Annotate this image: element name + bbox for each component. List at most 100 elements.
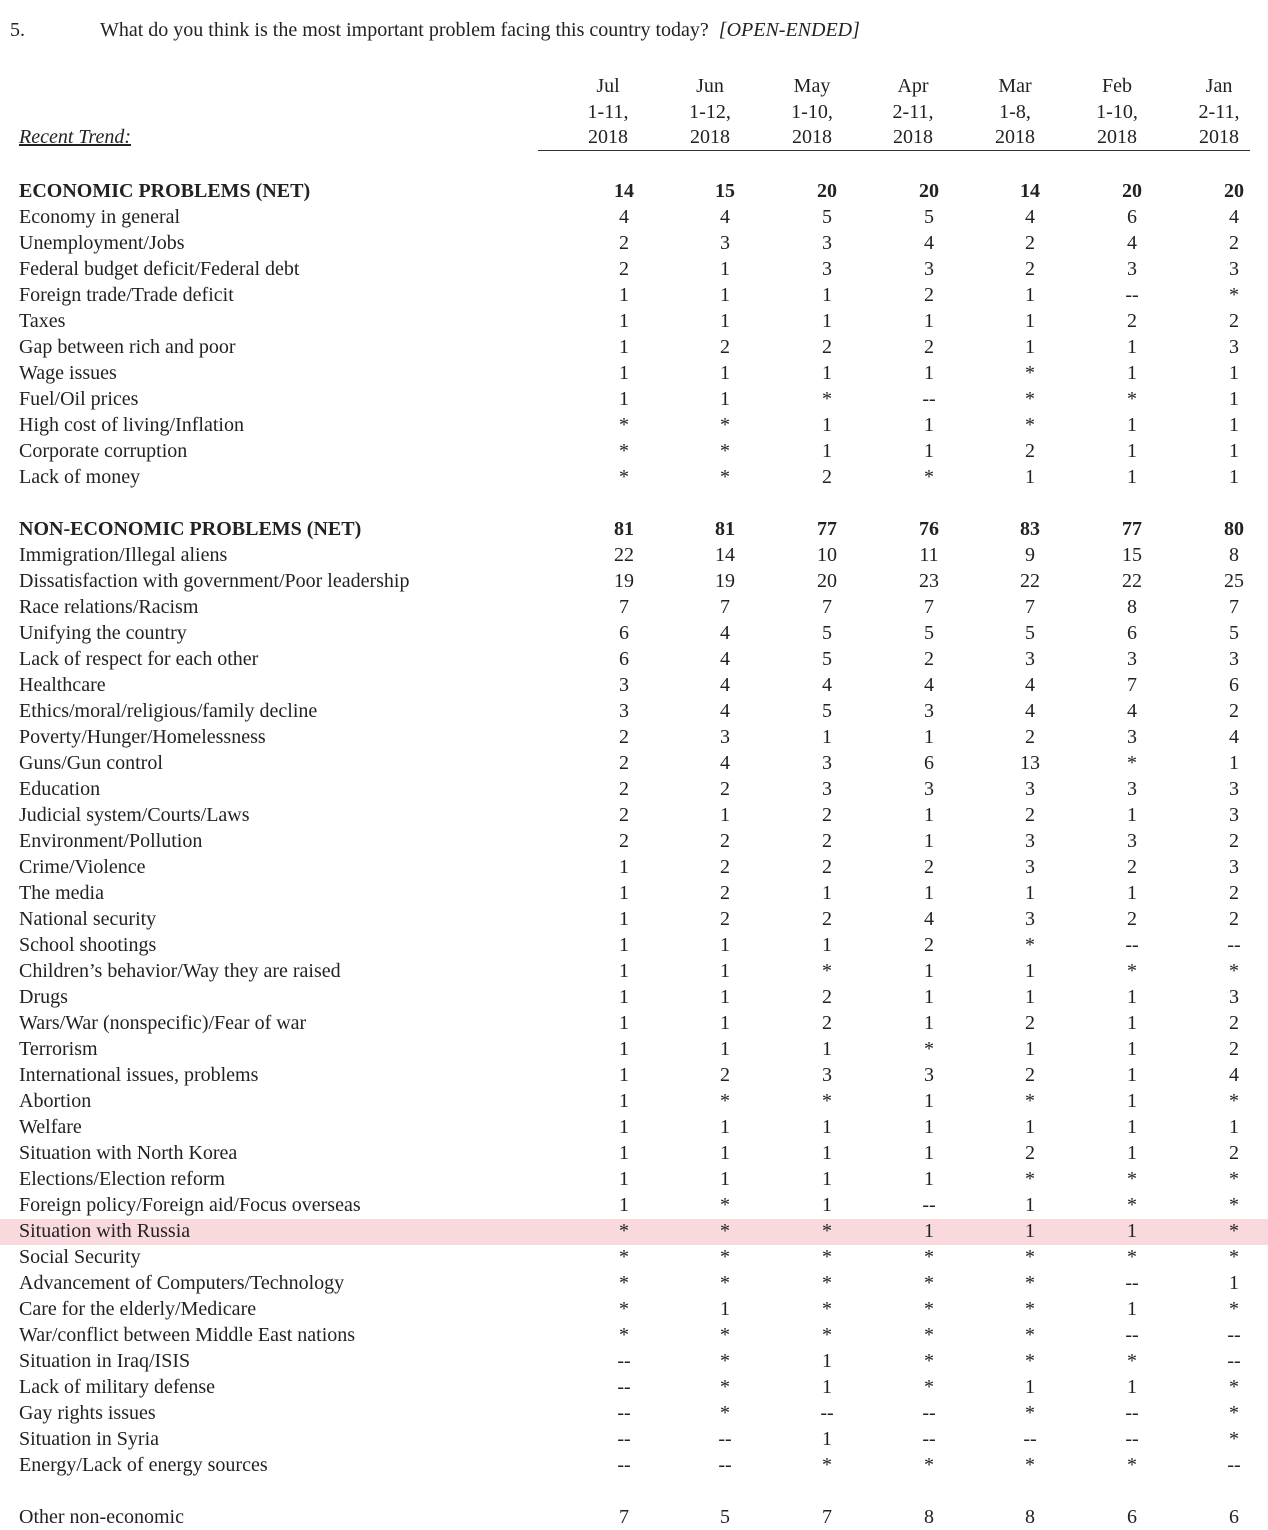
cell-value: 2 [924,336,934,358]
cell-value: 1 [619,1064,629,1086]
cell-value: 1 [1229,752,1239,774]
cell-value: 8 [924,1506,934,1528]
cell-value: 4 [1229,726,1239,748]
cell-value: 1 [619,388,629,410]
cell-value: 1 [720,310,730,332]
cell-value: -- [617,1428,631,1450]
cell-value: 6 [1127,1506,1137,1528]
cell-value: 1 [619,882,629,904]
cell-value: 1 [1025,1038,1035,1060]
cell-value: 2 [1025,726,1035,748]
cell-value: 1 [924,986,934,1008]
cell-value: 2 [1025,440,1035,462]
cell-value: -- [1227,1350,1241,1372]
cell-value: 1 [619,1038,629,1060]
cell-value: 2 [619,804,629,826]
cell-value: * [822,1454,832,1476]
cell-value: 9 [1025,544,1035,566]
cell-value: 20 [1122,180,1142,202]
row-label: The media [19,882,104,904]
cell-value: 20 [817,570,837,592]
row-label: Abortion [19,1090,92,1112]
cell-value: 2 [924,284,934,306]
cell-value: 1 [619,1012,629,1034]
cell-value: 1 [1127,1220,1137,1242]
row-label: Healthcare [19,674,106,696]
cell-value: 1 [822,440,832,462]
cell-value: 2 [720,336,730,358]
column-header: 2-11, [892,100,934,123]
column-header: 2-11, [1198,100,1240,123]
cell-value: * [1229,1298,1239,1320]
cell-value: 3 [1025,856,1035,878]
cell-value: 3 [1127,648,1137,670]
cell-value: 2 [1229,1038,1239,1060]
cell-value: * [1229,1428,1239,1450]
cell-value: 5 [822,622,832,644]
cell-value: 1 [924,1142,934,1164]
cell-value: 3 [720,232,730,254]
cell-value: 81 [614,518,634,540]
cell-value: * [619,1324,629,1346]
cell-value: 4 [1229,206,1239,228]
cell-value: 1 [1127,986,1137,1008]
cell-value: 1 [924,1012,934,1034]
cell-value: 1 [1229,362,1239,384]
cell-value: * [1025,1454,1035,1476]
cell-value: 7 [822,596,832,618]
cell-value: 1 [924,310,934,332]
row-highlight [0,1219,1268,1245]
cell-value: -- [1125,1428,1139,1450]
cell-value: 3 [822,752,832,774]
cell-value: * [720,1090,730,1112]
cell-value: * [1229,284,1239,306]
column-header: May [793,75,831,97]
cell-value: 23 [919,570,939,592]
cell-value: 3 [822,778,832,800]
cell-value: 1 [1025,310,1035,332]
cell-value: 1 [619,1116,629,1138]
cell-value: 1 [1025,986,1035,1008]
cell-value: 2 [1229,1142,1239,1164]
cell-value: * [720,1402,730,1424]
cell-value: 4 [720,700,730,722]
cell-value: 5 [1025,622,1035,644]
cell-value: 1 [1127,440,1137,462]
cell-value: 2 [924,648,934,670]
cell-value: 2 [924,856,934,878]
cell-value: 15 [1122,544,1142,566]
cell-value: 1 [924,1116,934,1138]
cell-value: 2 [619,258,629,280]
cell-value: 2 [1229,232,1239,254]
cell-value: -- [922,1402,936,1424]
cell-value: 3 [1025,908,1035,930]
cell-value: * [1025,1402,1035,1424]
cell-value: 1 [924,830,934,852]
cell-value: 3 [1025,830,1035,852]
cell-value: 3 [1025,778,1035,800]
cell-value: 3 [619,700,629,722]
column-header: Jan [1205,75,1233,97]
cell-value: * [1025,1246,1035,1268]
cell-value: 1 [720,388,730,410]
cell-value: 1 [1025,336,1035,358]
cell-value: 1 [924,414,934,436]
cell-value: 1 [822,310,832,332]
cell-value: 14 [715,544,735,566]
cell-value: 1 [822,934,832,956]
cell-value: 3 [924,700,934,722]
cell-value: 20 [919,180,939,202]
cell-value: 1 [924,726,934,748]
cell-value: 2 [1127,310,1137,332]
cell-value: 3 [924,778,934,800]
cell-value: 1 [1127,466,1137,488]
cell-value: -- [1125,1324,1139,1346]
cell-value: 5 [924,206,934,228]
cell-value: * [924,1324,934,1346]
cell-value: 1 [1229,1272,1239,1294]
cell-value: 8 [1025,1506,1035,1528]
cell-value: 1 [1025,882,1035,904]
cell-value: 2 [822,1012,832,1034]
cell-value: 4 [1025,206,1035,228]
cell-value: 4 [720,674,730,696]
